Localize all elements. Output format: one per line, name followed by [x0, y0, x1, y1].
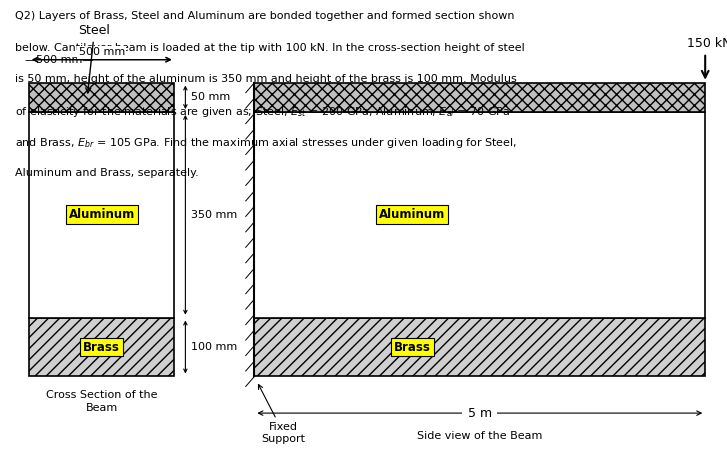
- Text: Fixed
Support: Fixed Support: [259, 385, 305, 444]
- Text: and Brass, $E_{br}$ = 105 GPa. Find the maximum axial stresses under given loadi: and Brass, $E_{br}$ = 105 GPa. Find the …: [15, 136, 517, 151]
- Text: 500 mm: 500 mm: [79, 47, 125, 57]
- Text: Brass: Brass: [84, 341, 120, 353]
- Text: Cross Section of the
Beam: Cross Section of the Beam: [46, 390, 158, 414]
- Text: 150 kN: 150 kN: [686, 38, 727, 50]
- Text: Aluminum: Aluminum: [379, 208, 446, 221]
- Text: 350 mm: 350 mm: [191, 210, 238, 220]
- Text: Steel: Steel: [79, 24, 111, 93]
- Text: 5 m: 5 m: [464, 407, 496, 420]
- Bar: [254, 83, 705, 112]
- Bar: [254, 112, 705, 318]
- Text: —500 mm—: —500 mm—: [25, 55, 94, 65]
- Text: is 50 mm, height of the aluminum is 350 mm and height of the brass is 100 mm. Mo: is 50 mm, height of the aluminum is 350 …: [15, 74, 516, 84]
- Text: 100 mm: 100 mm: [191, 342, 238, 352]
- Bar: [29, 112, 174, 318]
- Bar: [254, 318, 705, 376]
- Bar: [29, 318, 174, 376]
- Text: Q2) Layers of Brass, Steel and Aluminum are bonded together and formed section s: Q2) Layers of Brass, Steel and Aluminum …: [15, 11, 514, 22]
- Text: Aluminum and Brass, separately.: Aluminum and Brass, separately.: [15, 168, 198, 178]
- Text: Brass: Brass: [394, 341, 430, 353]
- Text: Aluminum: Aluminum: [68, 208, 135, 221]
- Text: of elasticity for the materials are given as; Steel, $E_{st}$ = 200 GPa, Aluminu: of elasticity for the materials are give…: [15, 105, 510, 119]
- Bar: [29, 83, 174, 112]
- Text: Side view of the Beam: Side view of the Beam: [417, 431, 542, 442]
- Text: 50 mm: 50 mm: [191, 92, 230, 102]
- Text: below. Cantilever beam is loaded at the tip with 100 kN. In the cross-section he: below. Cantilever beam is loaded at the …: [15, 43, 524, 53]
